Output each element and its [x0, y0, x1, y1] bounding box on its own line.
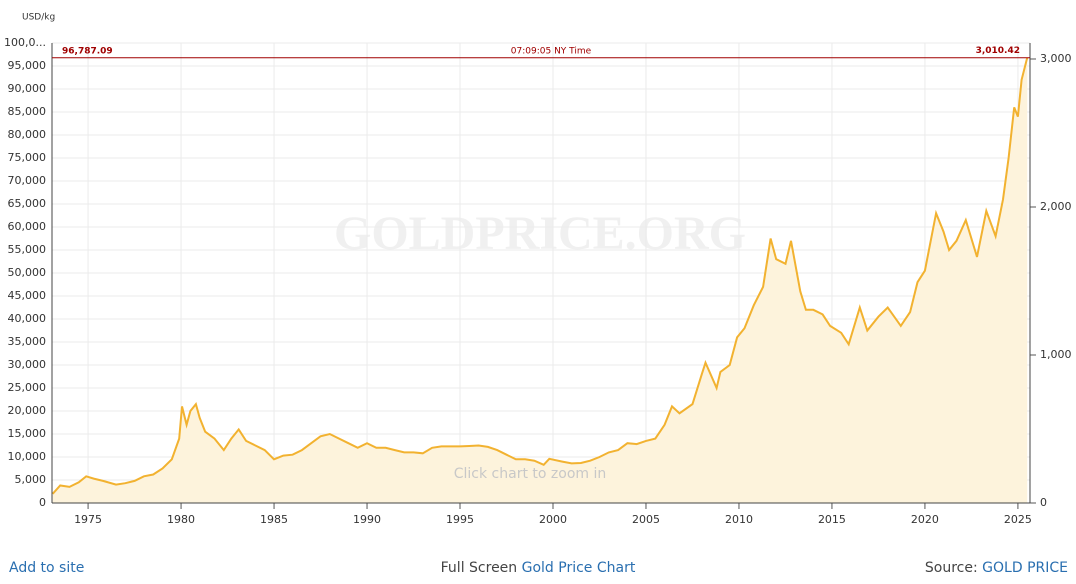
x-tick-label: 2025 [1004, 513, 1032, 526]
y-tick-label: 20,000 [8, 404, 47, 417]
y-tick-label: 70,000 [8, 174, 47, 187]
y2-tick-label: 1,000 [1040, 348, 1072, 361]
y-tick-label: 85,000 [8, 105, 47, 118]
y2-tick-label: 3,000 [1040, 52, 1072, 65]
y-tick-label: 90,000 [8, 82, 47, 95]
time-label: 07:09:05 NY Time [511, 46, 592, 56]
x-tick-label: 2010 [725, 513, 753, 526]
x-tick-label: 1980 [167, 513, 195, 526]
area [52, 57, 1028, 504]
y-tick-label: 15,000 [8, 427, 47, 440]
y-tick-label: 100,0... [4, 36, 46, 49]
full-screen: Full Screen [440, 560, 518, 576]
zoom-hint: Click chart to zoom in [454, 466, 607, 482]
y-tick-label: 5,000 [15, 473, 47, 486]
x-tick-label: 1995 [446, 513, 474, 526]
x-tick-label: 1990 [353, 513, 381, 526]
watermark: GOLDPRICE.ORG [334, 207, 746, 260]
x-tick-label: 2005 [632, 513, 660, 526]
y-tick-label: 30,000 [8, 358, 47, 371]
y-tick-label: 10,000 [8, 450, 47, 463]
source-link[interactable]: GOLD PRICE [982, 560, 1068, 576]
y2-tick-label: 0 [1040, 496, 1047, 509]
chart-link[interactable]: Gold Price Chart [521, 560, 636, 576]
y-tick-label: 65,000 [8, 197, 47, 210]
footer-center: Full Screen Gold Price Chart [0, 560, 1076, 576]
y2-tick-label: 2,000 [1040, 200, 1072, 213]
chart: USD/kg GOLDPRICE.ORG 0 5,000 10,000 15,000 2… [4, 13, 1072, 527]
y-axis-label: USD/kg [22, 13, 55, 23]
price-line [51, 57, 1029, 495]
y-tick-label: 55,000 [8, 243, 47, 256]
x-tick-label: 2015 [818, 513, 846, 526]
x-tick-label: 1985 [260, 513, 288, 526]
y-tick-label: 45,000 [8, 289, 47, 302]
y-tick-label: 50,000 [8, 266, 47, 279]
y-tick-label: 25,000 [8, 381, 47, 394]
x-tick-label: 2020 [911, 513, 939, 526]
y-tick-label: 0 [39, 496, 46, 509]
footer-left: Add to site [9, 560, 84, 576]
source-label: Source: [924, 560, 978, 576]
y-tick-label: 75,000 [8, 151, 47, 164]
y-tick-label: 35,000 [8, 335, 47, 348]
footer-right: Source: GOLD PRICE [925, 560, 1068, 576]
current-price-label: 96,787.09 [62, 46, 113, 56]
y-tick-label: 80,000 [8, 128, 47, 141]
y-tick-label: 60,000 [8, 220, 47, 233]
x-tick-label: 2000 [539, 513, 567, 526]
current-oz-label: 3,010.42 [976, 46, 1020, 56]
x-tick-label: 1975 [74, 513, 102, 526]
y-tick-label: 95,000 [8, 59, 47, 72]
add-link[interactable]: Add to site [9, 560, 85, 576]
y-tick-label: 40,000 [8, 312, 47, 325]
